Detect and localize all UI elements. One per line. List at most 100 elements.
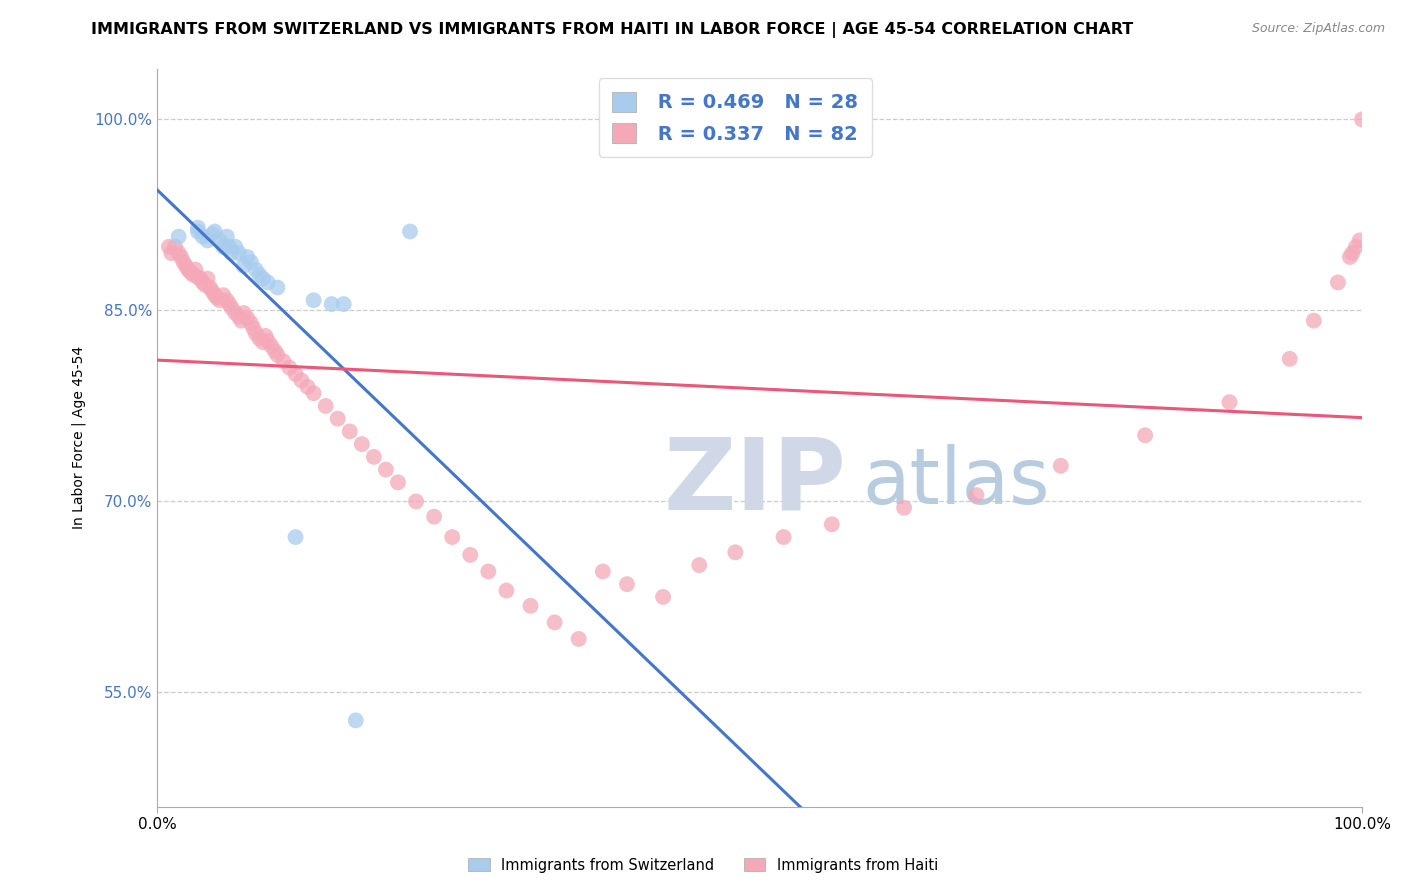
Point bbox=[191, 276, 214, 290]
Legend: Immigrants from Switzerland, Immigrants from Haiti: Immigrants from Switzerland, Immigrants … bbox=[460, 851, 946, 880]
Point bbox=[218, 297, 240, 311]
Point bbox=[232, 306, 254, 320]
Point bbox=[1344, 240, 1367, 254]
Point bbox=[344, 714, 367, 728]
Point bbox=[1339, 250, 1361, 264]
Point bbox=[245, 262, 267, 277]
Point bbox=[495, 583, 517, 598]
Point bbox=[232, 259, 254, 273]
Point bbox=[772, 530, 794, 544]
Point bbox=[821, 517, 844, 532]
Point bbox=[284, 367, 307, 381]
Point bbox=[1341, 246, 1364, 260]
Point bbox=[252, 271, 274, 285]
Point bbox=[256, 334, 278, 348]
Point bbox=[224, 306, 246, 320]
Point bbox=[194, 277, 217, 292]
Point bbox=[204, 225, 226, 239]
Point bbox=[405, 494, 427, 508]
Point bbox=[170, 250, 193, 264]
Point bbox=[1133, 428, 1156, 442]
Point bbox=[1049, 458, 1071, 473]
Point bbox=[184, 262, 207, 277]
Point bbox=[204, 288, 226, 302]
Point bbox=[242, 321, 264, 335]
Point bbox=[568, 632, 591, 646]
Point bbox=[965, 488, 987, 502]
Text: Source: ZipAtlas.com: Source: ZipAtlas.com bbox=[1251, 22, 1385, 36]
Point bbox=[167, 229, 190, 244]
Point bbox=[688, 558, 710, 572]
Point bbox=[652, 590, 675, 604]
Point bbox=[201, 285, 224, 299]
Point bbox=[278, 360, 301, 375]
Point bbox=[1218, 395, 1240, 409]
Legend:  R = 0.469   N = 28,  R = 0.337   N = 82: R = 0.469 N = 28, R = 0.337 N = 82 bbox=[599, 78, 872, 157]
Point bbox=[1348, 234, 1371, 248]
Point bbox=[215, 293, 238, 308]
Point bbox=[231, 313, 253, 327]
Point bbox=[254, 329, 277, 343]
Point bbox=[616, 577, 638, 591]
Point bbox=[187, 220, 209, 235]
Text: IMMIGRANTS FROM SWITZERLAND VS IMMIGRANTS FROM HAITI IN LABOR FORCE | AGE 45-54 : IMMIGRANTS FROM SWITZERLAND VS IMMIGRANT… bbox=[91, 22, 1133, 38]
Point bbox=[198, 280, 221, 294]
Point bbox=[458, 548, 481, 562]
Point bbox=[197, 271, 219, 285]
Point bbox=[208, 234, 231, 248]
Point bbox=[224, 240, 246, 254]
Text: ZIP: ZIP bbox=[664, 434, 846, 531]
Point bbox=[266, 348, 288, 362]
Point bbox=[592, 565, 614, 579]
Point bbox=[239, 255, 262, 269]
Point bbox=[284, 530, 307, 544]
Point bbox=[191, 229, 214, 244]
Point bbox=[197, 234, 219, 248]
Point bbox=[1327, 276, 1350, 290]
Point bbox=[252, 335, 274, 350]
Point bbox=[315, 399, 337, 413]
Point bbox=[205, 291, 228, 305]
Point bbox=[543, 615, 565, 630]
Point bbox=[236, 311, 259, 326]
Point bbox=[228, 246, 250, 260]
Point bbox=[188, 271, 211, 285]
Point bbox=[181, 268, 204, 282]
Point bbox=[247, 268, 270, 282]
Point bbox=[260, 339, 283, 353]
Point bbox=[290, 374, 312, 388]
Point bbox=[157, 240, 180, 254]
Point bbox=[208, 293, 231, 308]
Point bbox=[187, 225, 209, 239]
Point bbox=[363, 450, 385, 464]
Point bbox=[201, 227, 224, 241]
Point bbox=[177, 262, 200, 277]
Point bbox=[321, 297, 343, 311]
Point bbox=[519, 599, 541, 613]
Point bbox=[174, 259, 197, 273]
Point bbox=[273, 354, 295, 368]
Point bbox=[1302, 313, 1324, 327]
Point bbox=[302, 386, 325, 401]
Text: atlas: atlas bbox=[862, 444, 1049, 520]
Point bbox=[266, 280, 288, 294]
Point bbox=[245, 326, 267, 341]
Point bbox=[215, 229, 238, 244]
Point bbox=[387, 475, 409, 490]
Point bbox=[212, 240, 235, 254]
Point bbox=[350, 437, 373, 451]
Point bbox=[180, 265, 202, 279]
Point bbox=[399, 225, 422, 239]
Point bbox=[302, 293, 325, 308]
Point bbox=[218, 240, 240, 254]
Point bbox=[256, 276, 278, 290]
Point bbox=[724, 545, 747, 559]
Point bbox=[326, 411, 349, 425]
Point bbox=[163, 240, 186, 254]
Point bbox=[221, 246, 243, 260]
Point bbox=[172, 255, 194, 269]
Point bbox=[1351, 112, 1374, 127]
Point bbox=[423, 509, 446, 524]
Point bbox=[187, 270, 209, 285]
Point bbox=[212, 288, 235, 302]
